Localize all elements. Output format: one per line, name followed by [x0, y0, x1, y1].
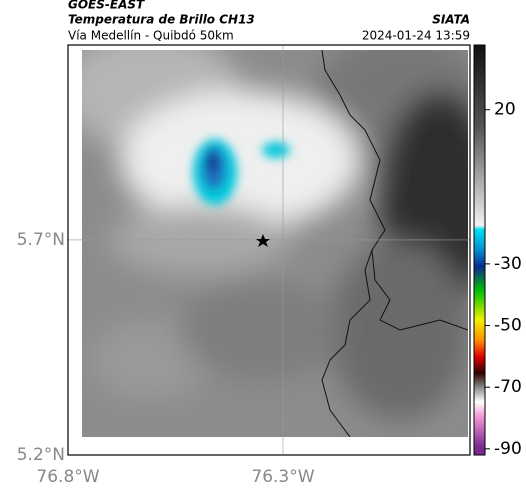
colorbar-tick-label: -30: [494, 254, 522, 274]
colorbar: [473, 44, 486, 456]
colorbar-tick-label: 20: [494, 100, 516, 120]
satellite-image: [82, 50, 468, 437]
source: GOES-EAST: [68, 0, 145, 12]
x-tick-label: 76.3°W: [251, 467, 314, 487]
timestamp: 2024-01-24 13:59: [362, 29, 470, 43]
y-tick-label: 5.2°N: [17, 445, 65, 465]
product: Temperatura de Brillo CH13: [68, 13, 255, 27]
agency: SIATA: [432, 13, 470, 27]
colorbar-tick-label: -50: [494, 316, 522, 336]
route: Vía Medellín - Quibdó 50km: [68, 29, 234, 43]
colorbar-tick-label: -70: [494, 377, 522, 397]
map-frame: [67, 44, 471, 456]
colorbar-tick-label: -90: [494, 439, 522, 459]
y-tick-label: 5.7°N: [17, 230, 65, 250]
station-marker: [256, 234, 270, 247]
colorbar-axis: 20 -30 -50 -70 -90: [485, 100, 522, 459]
x-tick-label: 76.8°W: [36, 467, 99, 487]
